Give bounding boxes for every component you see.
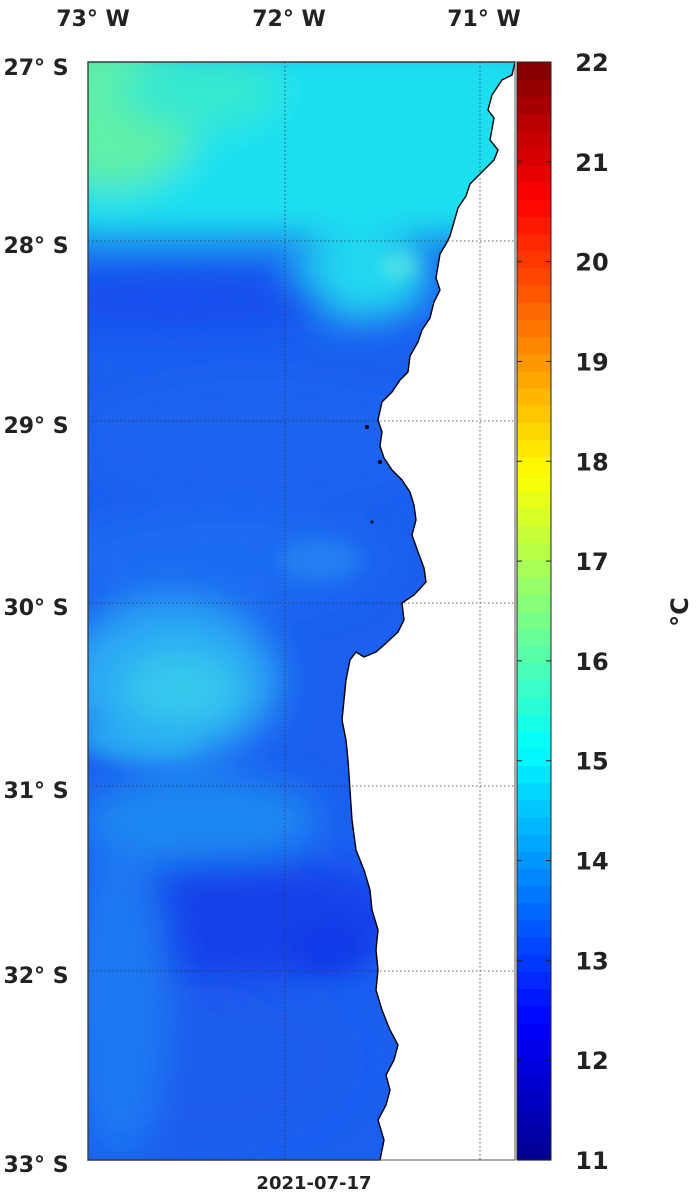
colorbar-step — [517, 834, 551, 852]
colorbar: 22 21 20 19 18 17 16 15 14 13 12 11 — [516, 49, 609, 1175]
lat-label-27s: 27° S — [3, 56, 68, 81]
colorbar-step — [517, 62, 551, 80]
colorbar-step — [517, 130, 551, 149]
islands — [365, 425, 382, 524]
lat-label-30s: 30° S — [3, 596, 68, 621]
colorbar-tick-label: 20 — [575, 249, 608, 277]
colorbar-tick-label: 11 — [575, 1147, 608, 1175]
colorbar-step — [517, 353, 551, 372]
latitude-labels: 27° S 28° S 29° S 30° S 31° S 32° S 33° … — [3, 56, 68, 1178]
colorbar-step — [517, 302, 551, 320]
colorbar-step — [517, 96, 551, 115]
colorbar-step — [517, 164, 551, 183]
colorbar-step — [517, 902, 551, 921]
colorbar-step — [517, 936, 551, 955]
colorbar-step — [517, 713, 551, 732]
colorbar-step — [517, 611, 551, 629]
colorbar-frame — [516, 61, 552, 1161]
colorbar-step — [517, 593, 551, 612]
colorbar-tick-label: 19 — [575, 348, 608, 376]
graticule — [88, 62, 515, 1160]
lat-label-33s: 33° S — [3, 1153, 68, 1178]
colorbar-step — [517, 748, 551, 767]
colorbar-tick-label: 12 — [575, 1047, 608, 1075]
colorbar-tick-label: 16 — [575, 648, 608, 676]
colorbar-step — [517, 1074, 551, 1092]
date-label: 2021-07-17 — [256, 1173, 371, 1193]
colorbar-step — [517, 645, 551, 664]
colorbar-step — [517, 971, 551, 990]
colorbar-tick-label: 13 — [575, 947, 608, 975]
colorbar-step — [517, 147, 551, 166]
colorbar-step — [517, 508, 551, 526]
colorbar-labels: 22 21 20 19 18 17 16 15 14 13 12 11 — [575, 49, 608, 1175]
colorbar-tick-label: 18 — [575, 448, 608, 476]
colorbar-step — [517, 1057, 551, 1075]
colorbar-step — [517, 765, 551, 784]
longitude-labels: 73° W 72° W 71° W — [56, 7, 521, 32]
lon-label-71w: 71° W — [447, 7, 521, 32]
colorbar-tick-label: 21 — [575, 149, 608, 177]
colorbar-step — [517, 679, 551, 698]
lat-label-32s: 32° S — [3, 964, 68, 989]
colorbar-step — [517, 233, 551, 252]
colorbar-step — [517, 696, 551, 715]
lon-label-72w: 72° W — [252, 7, 326, 32]
colorbar-step — [517, 319, 551, 338]
colorbar-step — [517, 954, 551, 972]
colorbar-step — [517, 216, 551, 235]
colorbar-step — [517, 576, 551, 595]
lat-label-28s: 28° S — [3, 234, 68, 259]
colorbar-step — [517, 628, 551, 646]
colorbar-step — [517, 405, 551, 423]
colorbar-step — [517, 868, 551, 887]
colorbar-step — [517, 1005, 551, 1024]
colorbar-step — [517, 851, 551, 869]
colorbar-step — [517, 1022, 551, 1041]
sst-field — [88, 62, 515, 1160]
colorbar-step — [517, 816, 551, 835]
colorbar-step — [517, 456, 551, 475]
colorbar-tick-label: 22 — [575, 49, 608, 77]
colorbar-step — [517, 799, 551, 818]
colorbar-step — [517, 782, 551, 801]
colorbar-step — [517, 1091, 551, 1110]
colorbar-step — [517, 542, 551, 561]
colorbar-step — [517, 662, 551, 681]
colorbar-step — [517, 370, 551, 389]
map-frame — [87, 61, 516, 1161]
lat-label-29s: 29° S — [3, 414, 68, 439]
colorbar-step — [517, 113, 551, 132]
colorbar-step — [517, 336, 551, 355]
colorbar-tick-label: 15 — [575, 748, 608, 776]
colorbar-step — [517, 267, 551, 286]
colorbar-step — [517, 387, 551, 406]
colorbar-step — [517, 79, 551, 97]
colorbar-step — [517, 250, 551, 269]
colorbar-tick-label: 17 — [575, 548, 608, 576]
colorbar-step — [517, 1125, 551, 1144]
colorbar-step — [517, 422, 551, 441]
unit-label: °C — [666, 597, 694, 627]
colorbar-step — [517, 885, 551, 904]
colorbar-step — [517, 439, 551, 458]
colorbar-tick-label: 14 — [575, 848, 608, 876]
colorbar-step — [517, 1108, 551, 1127]
colorbar-step — [517, 285, 551, 303]
colorbar-step — [517, 988, 551, 1007]
colorbar-step — [517, 473, 551, 492]
lon-label-73w: 73° W — [56, 7, 130, 32]
colorbar-step — [517, 490, 551, 509]
colorbar-step — [517, 559, 551, 578]
colorbar-step — [517, 1142, 551, 1161]
colorbar-step — [517, 525, 551, 543]
colorbar-step — [517, 731, 551, 749]
colorbar-step — [517, 919, 551, 938]
colorbar-step — [517, 199, 551, 218]
colorbar-step — [517, 182, 551, 200]
lat-label-31s: 31° S — [3, 779, 68, 804]
colorbar-step — [517, 1039, 551, 1058]
